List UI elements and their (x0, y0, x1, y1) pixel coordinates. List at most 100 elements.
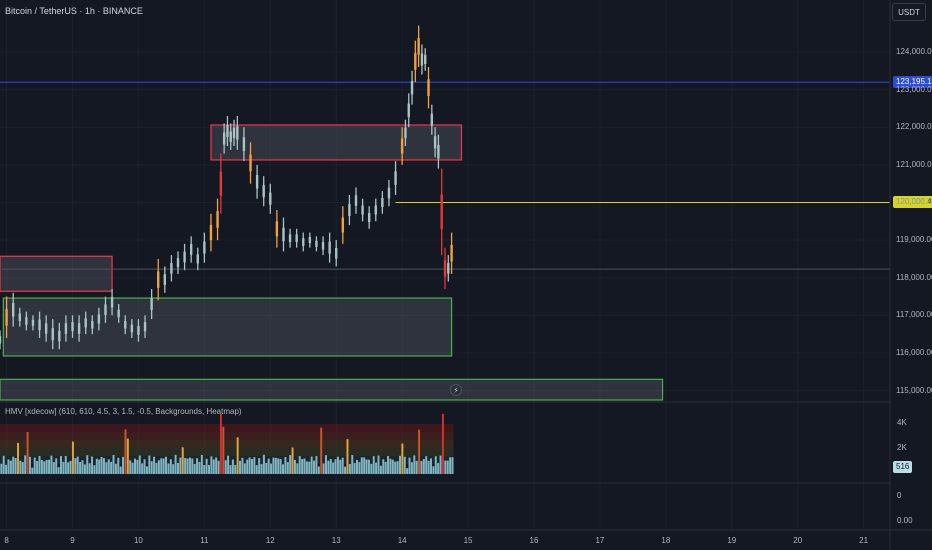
volume-bar (19, 460, 22, 474)
candle-body (381, 197, 384, 207)
volume-bar (236, 437, 239, 474)
candle-body (420, 53, 424, 66)
volume-bar (203, 464, 206, 474)
candle-body (341, 217, 345, 233)
volume-bar (439, 455, 442, 474)
volume-bar (117, 457, 120, 474)
volume-bar (217, 460, 220, 474)
volume-bar (320, 427, 323, 474)
volume-bar (239, 460, 242, 474)
indicator-title[interactable]: HMV [xdecow] (610, 610, 4.5, 3, 1.5, -0.… (5, 407, 242, 416)
volume-bar (289, 455, 292, 474)
volume-bar (234, 464, 237, 474)
volume-bar (167, 463, 170, 474)
volume-bar (363, 457, 366, 474)
candle-body (71, 322, 74, 332)
volume-bar (253, 457, 256, 474)
lower-pane-tick-label: 0.00 (897, 516, 913, 525)
volume-bar (176, 462, 179, 474)
volume-bar (303, 458, 306, 474)
volume-bar (210, 456, 213, 474)
volume-bar (88, 463, 91, 474)
volume-bar (67, 462, 70, 474)
time-tick-label: 16 (529, 536, 539, 545)
volume-bar (193, 463, 196, 474)
candle-body (143, 322, 147, 332)
volume-bar (332, 462, 335, 474)
volume-bar (267, 458, 270, 474)
price-tick-label: 115,000.00 (896, 385, 932, 395)
candle-body (433, 136, 437, 149)
volume-bar (394, 461, 397, 474)
volume-bar (153, 456, 156, 474)
candle-body (91, 320, 94, 329)
volume-current-label: 516 (893, 461, 913, 474)
price-tick-label: 124,000.00 (896, 46, 932, 56)
time-tick-label: 13 (331, 536, 341, 545)
currency-unit-button[interactable]: USDT (892, 3, 926, 21)
volume-bar (222, 426, 225, 474)
volume-bar (360, 457, 363, 474)
volume-bar (246, 459, 249, 474)
volume-bar (298, 456, 301, 474)
volume-bar (372, 456, 375, 474)
candle-body (315, 240, 318, 247)
volume-bar (339, 459, 342, 474)
zone-box (0, 255, 113, 292)
volume-bar (83, 464, 86, 474)
volume-bar (389, 458, 392, 474)
volume-bar (5, 464, 8, 474)
volume-bar (391, 459, 394, 474)
volume-bar (155, 462, 158, 474)
volume-bar (36, 460, 39, 474)
candle-body (189, 244, 193, 255)
volume-bar (50, 455, 53, 474)
volume-bar (17, 442, 20, 474)
candle-body (348, 203, 351, 217)
candle-body (176, 258, 180, 268)
candle-body (288, 234, 292, 242)
volume-bar (76, 456, 79, 474)
volume-bar (224, 460, 227, 474)
volume-bar (126, 438, 129, 474)
volume-bar (375, 462, 378, 474)
time-tick-label: 8 (4, 536, 9, 545)
volume-bar (293, 459, 296, 474)
volume-bar (196, 458, 199, 474)
volume-bar (324, 455, 327, 474)
lower-pane-tick-label: 0 (897, 491, 902, 500)
lightning-icon[interactable]: ⚡ (450, 384, 462, 396)
volume-bar (329, 459, 332, 474)
volume-tick-label: 4K (897, 417, 907, 427)
volume-bar (219, 413, 222, 474)
candle-body (150, 298, 153, 311)
volume-bar (110, 461, 113, 474)
candle-body (44, 323, 48, 334)
candle-body (229, 131, 232, 142)
volume-bar (160, 458, 163, 474)
candle-body (203, 241, 206, 254)
volume-bar (270, 463, 273, 474)
volume-bar (451, 457, 454, 474)
volume-bar (387, 456, 390, 474)
volume-bar (71, 441, 74, 474)
price-tick-label: 118,000.00 (896, 272, 932, 282)
symbol-title[interactable]: Bitcoin / TetherUS · 1h · BINANCE (5, 6, 143, 16)
volume-bar (205, 458, 208, 474)
candle-body (64, 323, 68, 334)
volume-bar (227, 455, 230, 474)
candle-body (450, 244, 453, 262)
volume-bar (124, 429, 127, 474)
volume-bar (91, 456, 94, 474)
candle-body (410, 80, 414, 95)
volume-bar (21, 462, 24, 474)
candle-body (414, 53, 417, 70)
candle-body (137, 325, 140, 335)
volume-bar (9, 460, 12, 474)
candle-body (308, 237, 312, 244)
volume-bar (100, 457, 103, 474)
candle-body (400, 138, 404, 154)
volume-bar (169, 459, 172, 474)
volume-bar (200, 454, 203, 474)
